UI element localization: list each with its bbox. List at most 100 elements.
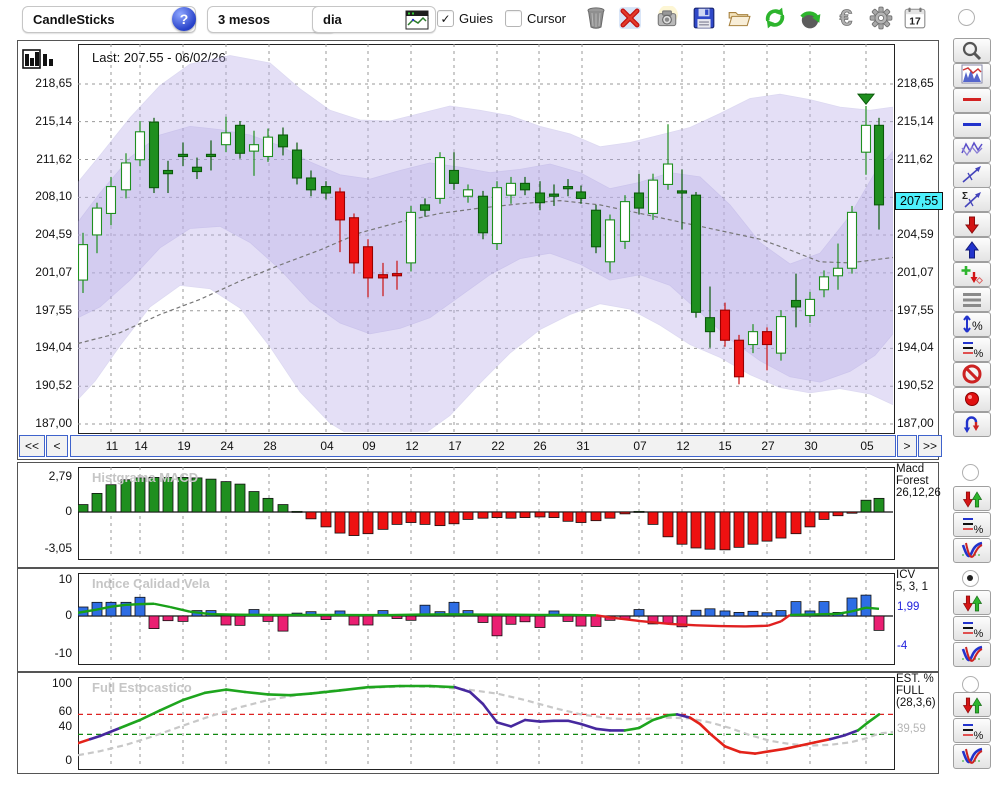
svg-text:%: % bbox=[974, 348, 984, 360]
stoch-axis-label: 100 bbox=[51, 676, 72, 690]
macd-legend-line: 26,12,26 bbox=[896, 487, 941, 499]
undo-icon[interactable] bbox=[797, 5, 823, 31]
date-tick-label: 31 bbox=[576, 439, 590, 453]
price-axis-label-right: 190,52 bbox=[897, 378, 934, 393]
icv-axis-label: -10 bbox=[54, 646, 72, 660]
price-axis-label-right: 215,14 bbox=[897, 113, 934, 128]
add-signal-button[interactable] bbox=[953, 262, 991, 288]
save-icon[interactable] bbox=[691, 5, 717, 31]
stoch-axis-label: 0 bbox=[65, 753, 72, 767]
help-button[interactable]: ? bbox=[172, 7, 196, 31]
date-tick-label: 27 bbox=[761, 439, 775, 453]
stoch-axis-label: 40 bbox=[58, 719, 72, 733]
levels-percent-button[interactable]: % bbox=[953, 616, 991, 641]
list-button[interactable] bbox=[953, 287, 991, 312]
help-label: ? bbox=[179, 11, 189, 27]
panel-radio-0[interactable] bbox=[962, 464, 979, 481]
panel-radio-1[interactable] bbox=[962, 570, 979, 587]
block-button[interactable] bbox=[953, 361, 991, 387]
stoch-panel bbox=[17, 672, 939, 774]
nav-fast-forward-button[interactable]: >> bbox=[918, 435, 942, 457]
date-tick-label: 30 bbox=[804, 439, 818, 453]
levels-percent-button[interactable]: % bbox=[953, 512, 991, 537]
zoom-button[interactable] bbox=[953, 38, 991, 63]
price-axis-label-right: 201,07 bbox=[897, 264, 934, 279]
open-folder-icon[interactable] bbox=[726, 5, 752, 31]
sum-trendline-button[interactable]: Σ bbox=[953, 187, 991, 213]
icv-line-value: 1,99 bbox=[897, 601, 920, 613]
record-button[interactable] bbox=[953, 386, 991, 412]
main-chart-radio[interactable] bbox=[958, 9, 975, 26]
delete-icon[interactable] bbox=[617, 5, 643, 31]
refresh-icon[interactable] bbox=[762, 5, 788, 31]
range-percent-button[interactable]: % bbox=[953, 311, 991, 337]
settings-icon[interactable] bbox=[868, 5, 894, 31]
cursor-checkbox[interactable]: Cursor bbox=[505, 10, 566, 27]
price-axis-label-left: 215,14 bbox=[35, 113, 72, 128]
price-axis-label-left: 197,55 bbox=[35, 302, 72, 317]
arrows-button[interactable] bbox=[953, 692, 991, 717]
up-arrow-button[interactable] bbox=[953, 237, 991, 263]
chart-type-value: CandleSticks bbox=[33, 12, 115, 27]
date-tick-label: 12 bbox=[676, 439, 690, 453]
nav-back-button[interactable]: < bbox=[46, 435, 68, 457]
svg-text:%: % bbox=[974, 730, 984, 742]
macd-axis-label: -3,05 bbox=[44, 541, 72, 555]
zigzag-button[interactable] bbox=[953, 137, 991, 163]
levels-percent-button[interactable]: % bbox=[953, 718, 991, 743]
arrows-button[interactable] bbox=[953, 486, 991, 511]
price-axis-label-right: 187,00 bbox=[897, 416, 934, 431]
icv-legend-line: 5, 3, 1 bbox=[896, 581, 928, 593]
blue-line-button[interactable] bbox=[953, 112, 991, 138]
nav-date-strip[interactable]: 11 14 19 24 28 04 09 12 17 22 26 31 07 12 15 27 30 05 bbox=[70, 435, 896, 457]
svg-text:%: % bbox=[974, 524, 984, 536]
chart-type-select[interactable]: CandleSticks bbox=[22, 6, 196, 33]
red-line-button[interactable] bbox=[953, 87, 991, 113]
guies-checkbox[interactable]: ✓ Guies bbox=[437, 10, 493, 27]
nav-fast-back-button[interactable]: << bbox=[19, 435, 45, 457]
price-axis-label-left: 187,00 bbox=[35, 416, 72, 431]
swap-arrows-button[interactable] bbox=[953, 411, 991, 437]
stoch-plot-area[interactable] bbox=[78, 677, 895, 770]
current-price-tag: 207,55 bbox=[895, 192, 944, 210]
date-tick-label: 04 bbox=[320, 439, 334, 453]
price-axis-label-left: 201,07 bbox=[35, 264, 72, 279]
checkbox-checked-icon: ✓ bbox=[437, 10, 454, 27]
macd-legend-line: Forest bbox=[896, 475, 929, 487]
stoch-signal-value: 39,59 bbox=[897, 723, 926, 735]
macd-panel bbox=[17, 462, 939, 568]
main-chart-panel bbox=[17, 40, 939, 460]
price-axis-label-left: 190,52 bbox=[35, 378, 72, 393]
icv-plot-area[interactable] bbox=[78, 573, 895, 665]
snapshot-icon[interactable] bbox=[654, 5, 680, 31]
price-axis-label-left: 208,10 bbox=[35, 189, 72, 204]
curve-button[interactable] bbox=[953, 642, 991, 667]
arrows-button[interactable] bbox=[953, 590, 991, 615]
curve-button[interactable] bbox=[953, 744, 991, 769]
indicator-panel-button[interactable] bbox=[953, 62, 991, 88]
icv-axis-label: 0 bbox=[65, 608, 72, 622]
curve-button[interactable] bbox=[953, 538, 991, 563]
euro-icon[interactable]: € bbox=[833, 5, 859, 31]
date-tick-label: 09 bbox=[362, 439, 376, 453]
icv-axis-label: 10 bbox=[58, 572, 72, 586]
svg-text:17: 17 bbox=[909, 17, 921, 28]
stoch-legend-line: EST. % bbox=[896, 673, 934, 685]
mini-chart-icon[interactable] bbox=[404, 7, 430, 33]
icv-watermark: Indice Calidad Vela bbox=[92, 576, 210, 591]
levels-percent-button[interactable]: % bbox=[953, 336, 991, 362]
price-axis-label-right: 218,65 bbox=[897, 75, 934, 90]
macd-axis-label: 0 bbox=[65, 504, 72, 518]
trendline-button[interactable] bbox=[953, 162, 991, 188]
nav-forward-button[interactable]: > bbox=[897, 435, 917, 457]
date-tick-label: 15 bbox=[718, 439, 732, 453]
histogram-style-icon[interactable] bbox=[22, 46, 56, 77]
macd-plot-area[interactable] bbox=[78, 467, 895, 560]
stoch-watermark: Full Estocastico bbox=[92, 680, 192, 695]
panel-radio-2[interactable] bbox=[962, 676, 979, 693]
price-axis-label-left: 204,59 bbox=[35, 227, 72, 242]
trash-icon[interactable] bbox=[583, 5, 609, 31]
calendar-icon[interactable]: 17 bbox=[902, 5, 928, 31]
main-plot-area[interactable] bbox=[78, 44, 895, 434]
down-arrow-button[interactable] bbox=[953, 212, 991, 238]
